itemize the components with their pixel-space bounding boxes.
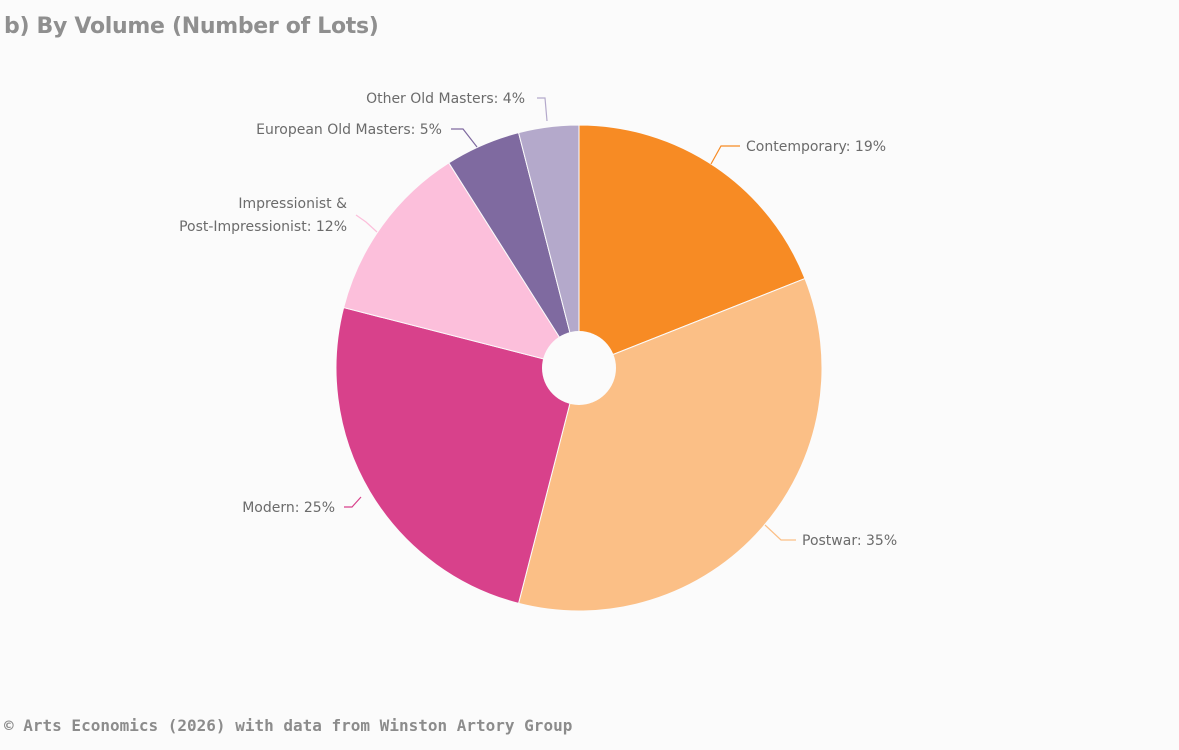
source-note: © Arts Economics (2026) with data from W… [4,716,573,735]
pie-slice-1 [578,124,806,369]
chart-title: b) By Volume (Number of Lots) [4,14,379,39]
leader-line-6 [537,97,548,122]
leader-line-3 [344,496,362,508]
slice-label-3: Modern: 25% [242,500,335,516]
slice-label-5: European Old Masters: 5% [256,122,442,138]
leader-line-2 [764,524,796,541]
slice-label-2: Postwar: 35% [802,533,897,549]
leader-line-5 [451,128,478,148]
pie-center-hole [542,331,616,405]
slice-label-line: Impressionist & [238,196,347,212]
slice-label-6: Other Old Masters: 4% [366,91,525,107]
slice-label-line: Post-Impressionist: 12% [179,219,347,235]
pie-slice-2 [517,277,823,612]
leader-line-1 [710,145,740,165]
pie-slice-6 [517,124,580,369]
pie-slice-3 [335,306,580,604]
slice-label-4: Impressionist & Post-Impressionist: 12% [179,196,347,235]
pie-slice-4 [343,162,581,369]
slice-label-1: Contemporary: 19% [746,139,886,155]
leader-line-4 [355,214,378,233]
